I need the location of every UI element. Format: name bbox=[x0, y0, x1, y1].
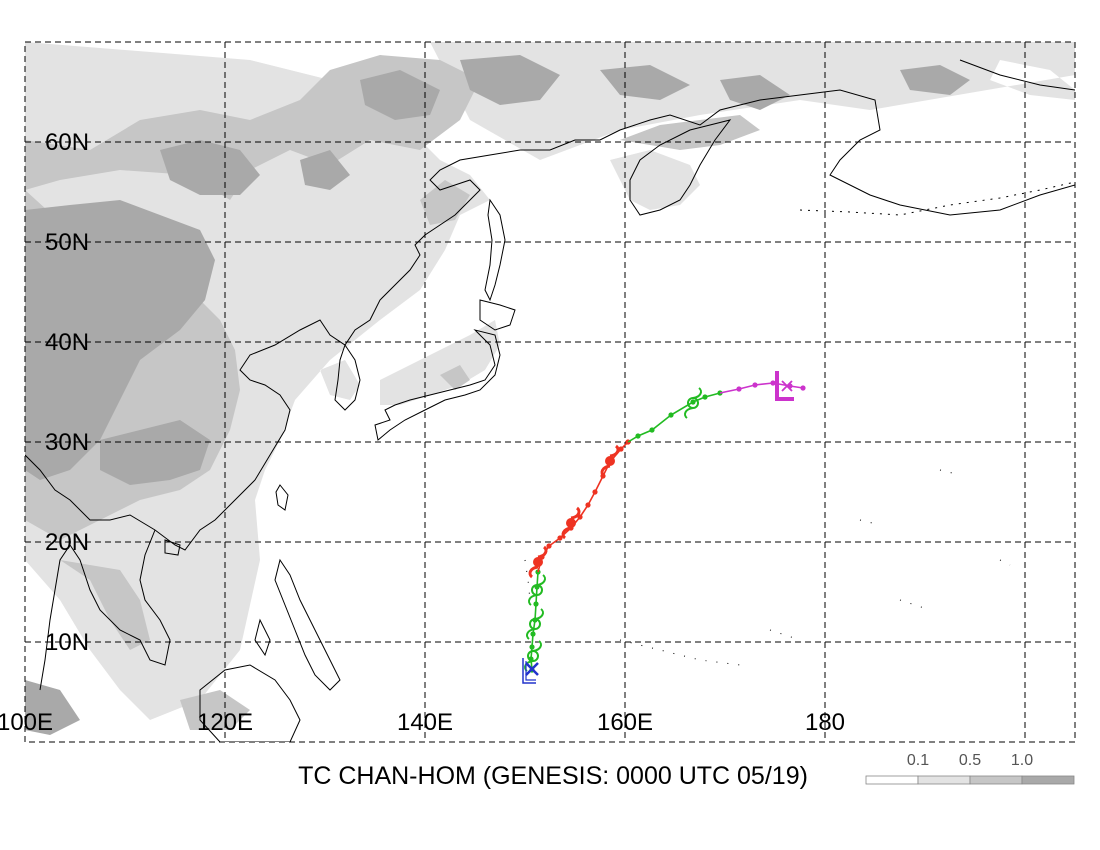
typhoon-symbol bbox=[528, 545, 548, 579]
longitude-labels: 100E 120E 140E 160E 180 bbox=[0, 709, 845, 736]
track-point bbox=[770, 380, 776, 386]
track-point bbox=[736, 386, 742, 392]
extratropical-end-marker bbox=[775, 371, 794, 401]
coastline-hainan bbox=[164, 539, 181, 556]
legend-swatch bbox=[969, 775, 1023, 785]
lon-label: 140E bbox=[397, 709, 453, 736]
terrain-legend: 0.1 0.5 1.0 bbox=[865, 752, 1075, 785]
genesis-marker bbox=[522, 658, 539, 684]
track-point bbox=[800, 385, 806, 391]
lon-label: 100E bbox=[0, 709, 53, 736]
typhoon-symbol bbox=[561, 506, 581, 540]
track-point bbox=[635, 433, 641, 439]
legend-swatch bbox=[917, 775, 971, 785]
track-point bbox=[690, 399, 696, 405]
legend-swatch bbox=[865, 775, 919, 785]
track-point bbox=[585, 502, 591, 508]
map-caption: TC CHAN-HOM (GENESIS: 0000 UTC 05/19) bbox=[298, 762, 808, 790]
lat-label: 50N bbox=[45, 229, 89, 256]
lat-label: 10N bbox=[45, 629, 89, 656]
track-segment-storm bbox=[627, 392, 721, 443]
coastline-alaska bbox=[959, 59, 1075, 91]
coastline-borneo bbox=[199, 664, 301, 742]
track-point bbox=[649, 427, 655, 433]
terrain-light-shade bbox=[25, 42, 1075, 720]
tropical-storm-symbol bbox=[526, 608, 544, 640]
track-point bbox=[529, 644, 535, 650]
terrain-mid-shade bbox=[25, 55, 760, 730]
track-point bbox=[618, 446, 624, 452]
graticule bbox=[25, 42, 1075, 742]
lat-label: 40N bbox=[45, 329, 89, 356]
coastline-aleutians bbox=[799, 181, 1075, 216]
coastline-honshu bbox=[374, 329, 501, 441]
lat-label: 20N bbox=[45, 529, 89, 556]
lon-label: 120E bbox=[197, 709, 253, 736]
legend-label: 0.5 bbox=[959, 752, 981, 769]
legend-label: 1.0 bbox=[1011, 752, 1033, 769]
track-point bbox=[557, 535, 563, 541]
plot-frame bbox=[24, 41, 1076, 743]
legend-swatch bbox=[1021, 775, 1075, 785]
lon-label: 180 bbox=[805, 709, 845, 736]
lon-label: 160E bbox=[597, 709, 653, 736]
lat-label: 30N bbox=[45, 429, 89, 456]
latitude-labels: 60N 50N 40N 30N 20N 10N bbox=[45, 129, 89, 656]
coastline-kamchatka bbox=[629, 119, 732, 216]
track-point bbox=[546, 543, 552, 549]
coastline-pacific-islands bbox=[524, 469, 1011, 666]
coastline-philippines bbox=[254, 558, 341, 691]
coastline-hokkaido bbox=[479, 299, 516, 331]
typhoon-track bbox=[522, 371, 806, 684]
track-point bbox=[592, 489, 598, 495]
track-point bbox=[702, 394, 708, 400]
tropical-storm-symbol bbox=[528, 574, 546, 606]
coastline-taiwan bbox=[275, 484, 289, 511]
coastline-korea bbox=[334, 343, 361, 411]
legend-swatches bbox=[865, 775, 1075, 785]
track-point bbox=[668, 412, 674, 418]
tropical-storm-symbol bbox=[684, 387, 702, 419]
map-plot-area bbox=[25, 42, 1075, 742]
legend-labels: 0.1 0.5 1.0 bbox=[907, 752, 1033, 769]
terrain-shading bbox=[25, 42, 1075, 735]
typhoon-symbol bbox=[600, 444, 620, 478]
legend-label: 0.1 bbox=[907, 752, 929, 769]
track-point bbox=[533, 601, 539, 607]
lat-label: 60N bbox=[45, 129, 89, 156]
coastline-sakhalin bbox=[484, 198, 506, 302]
coastline-indochina bbox=[39, 529, 171, 691]
track-point bbox=[530, 631, 536, 637]
track-point bbox=[752, 382, 758, 388]
coastlines bbox=[25, 59, 1075, 742]
